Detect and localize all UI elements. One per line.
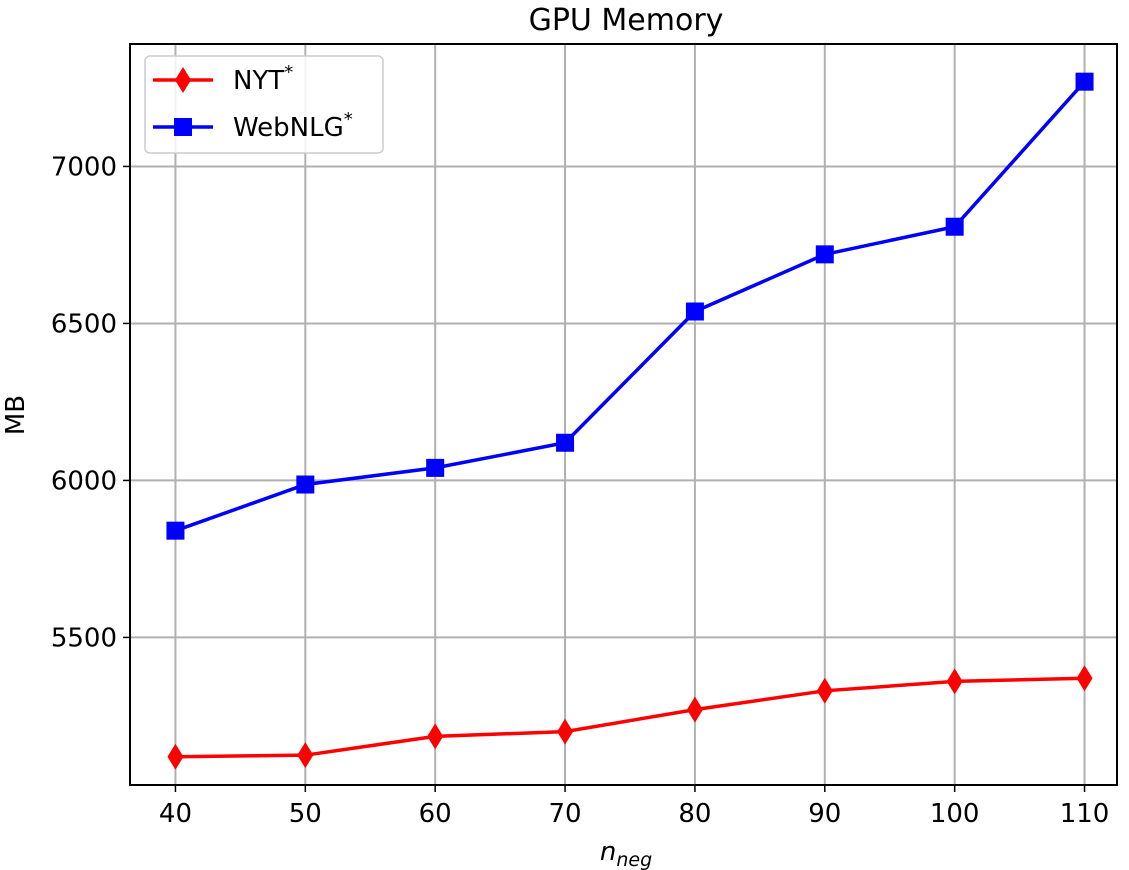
legend-label-name: WebNLG xyxy=(233,113,344,143)
x-axis-label-main: n xyxy=(600,837,616,867)
legend-label: WebNLG* xyxy=(233,109,353,143)
x-tick-label: 100 xyxy=(930,799,980,829)
x-axis-label: nneg xyxy=(600,837,652,870)
series-line xyxy=(175,676,1085,759)
data-point xyxy=(427,723,444,750)
y-tick-label: 6000 xyxy=(51,466,117,496)
legend-entry: WebNLG* xyxy=(153,109,353,143)
legend-label-sup: * xyxy=(284,62,293,83)
x-tick-label: 40 xyxy=(159,799,192,829)
series-layer xyxy=(166,72,1094,770)
plot-frame xyxy=(129,43,1118,786)
tick-layer: 40 50 60 70 80 90 100 110 5500 6000 6500 7000 xyxy=(51,152,1110,829)
series-nyt xyxy=(167,665,1093,770)
data-point xyxy=(296,475,315,494)
data-point xyxy=(685,302,704,321)
data-point xyxy=(946,668,963,695)
data-point xyxy=(167,743,184,770)
data-point xyxy=(1076,665,1093,692)
series-webnlg xyxy=(166,72,1094,540)
legend: NYT*WebNLG* xyxy=(144,55,384,154)
data-point xyxy=(297,742,314,769)
x-tick-label: 60 xyxy=(419,799,452,829)
data-point xyxy=(945,217,964,236)
x-tick-label: 50 xyxy=(289,799,322,829)
data-point xyxy=(1075,72,1094,91)
y-axis-label: MB xyxy=(1,395,31,435)
legend-label: NYT* xyxy=(233,62,293,96)
data-point xyxy=(815,245,834,264)
data-point xyxy=(166,521,185,540)
data-point xyxy=(426,458,445,477)
chart-title: GPU Memory xyxy=(529,3,724,38)
y-tick-label: 5500 xyxy=(51,623,117,653)
y-tick-label: 6500 xyxy=(51,309,117,339)
x-tick-label: 70 xyxy=(549,799,582,829)
y-tick-label: 7000 xyxy=(51,152,117,182)
x-tick-label: 110 xyxy=(1060,799,1110,829)
legend-label-sup: * xyxy=(344,109,353,130)
data-point xyxy=(556,433,575,452)
data-point xyxy=(557,718,574,745)
legend-label-name: NYT xyxy=(233,66,284,96)
legend-swatch-marker xyxy=(175,67,191,93)
legend-swatch-marker xyxy=(174,118,192,136)
data-point xyxy=(686,696,703,723)
legend-entry: NYT* xyxy=(153,62,293,96)
grid-lines xyxy=(130,44,1117,785)
data-point xyxy=(816,677,833,704)
x-axis-label-sub: neg xyxy=(616,849,652,870)
x-tick-label: 90 xyxy=(808,799,841,829)
x-tick-label: 80 xyxy=(678,799,711,829)
series-line xyxy=(174,80,1086,533)
